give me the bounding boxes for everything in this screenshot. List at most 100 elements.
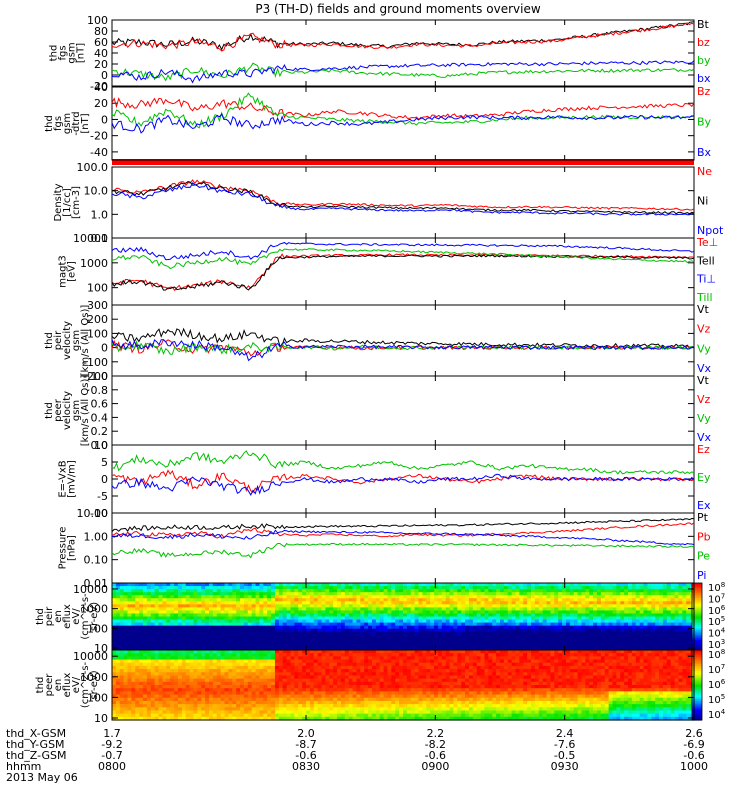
heatmap-cell — [166, 650, 171, 654]
heatmap-cell — [457, 625, 462, 630]
heatmap-cell — [500, 643, 505, 648]
heatmap-cell — [368, 607, 373, 612]
heatmap-cell — [294, 656, 299, 661]
heatmap-cell — [496, 622, 501, 627]
heatmap-cell — [426, 607, 431, 612]
heatmap-cell — [410, 601, 416, 605]
heatmap-cell — [562, 640, 567, 645]
heatmap-cell — [453, 586, 458, 590]
heatmap-cell — [352, 610, 358, 615]
heatmap-cell — [480, 598, 486, 602]
heatmap-cell — [686, 604, 691, 608]
heatmap-cell — [143, 607, 148, 612]
heatmap-cell — [395, 595, 400, 599]
heatmap-cell — [131, 604, 136, 608]
heatmap-cell — [259, 589, 264, 593]
heatmap-cell — [628, 616, 633, 621]
heatmap-cell — [360, 643, 365, 648]
heatmap-cell — [317, 625, 323, 630]
heatmap-cell — [278, 710, 284, 715]
heatmap-cell — [391, 628, 396, 633]
heatmap-cell — [243, 583, 249, 587]
heatmap-cell — [209, 595, 214, 599]
heatmap-cell — [181, 662, 187, 667]
heatmap-cell — [127, 622, 132, 627]
heatmap-cell — [240, 685, 245, 689]
heatmap-cell — [616, 604, 621, 608]
heatmap-cell — [255, 604, 261, 608]
heatmap-cell — [139, 595, 144, 599]
heatmap-cell — [356, 619, 361, 624]
heatmap-cell — [546, 628, 552, 633]
heatmap-cell — [278, 707, 284, 712]
y-tick-label: 200 — [87, 313, 108, 326]
heatmap-cell — [503, 598, 509, 602]
heatmap-cell — [496, 631, 501, 636]
heatmap-cell — [457, 637, 462, 642]
heatmap-cell — [562, 598, 567, 602]
heatmap-cell — [216, 640, 222, 645]
heatmap-cell — [507, 604, 513, 608]
heatmap-cell — [139, 589, 144, 593]
heatmap-cell — [472, 625, 478, 630]
heatmap-cell — [670, 640, 676, 645]
heatmap-cell — [220, 713, 226, 718]
heatmap-cell — [620, 589, 625, 593]
heatmap-cell — [278, 697, 284, 702]
heatmap-cell — [177, 691, 183, 696]
heatmap-cell — [228, 697, 233, 702]
heatmap-cell — [302, 688, 307, 692]
heatmap-cell — [674, 616, 680, 621]
heatmap-cell — [457, 613, 462, 618]
heatmap-cell — [418, 616, 423, 621]
heatmap-cell — [507, 607, 513, 612]
heatmap-cell — [581, 634, 586, 639]
heatmap-cell — [174, 650, 179, 654]
heatmap-cell — [131, 625, 136, 630]
heatmap-cell — [329, 589, 334, 593]
heatmap-cell — [348, 631, 354, 636]
heatmap-cell — [181, 631, 187, 636]
heatmap-cell — [170, 685, 175, 689]
heatmap-cell — [317, 619, 323, 624]
heatmap-cell — [290, 665, 295, 670]
heatmap-cell — [193, 598, 198, 602]
heatmap-cell — [302, 656, 307, 661]
heatmap-cell — [115, 662, 121, 667]
heatmap-cell — [515, 625, 520, 630]
heatmap-cell — [313, 637, 319, 642]
heatmap-cell — [236, 678, 241, 683]
heatmap-cell — [534, 607, 540, 612]
heatmap-cell — [340, 595, 346, 599]
heatmap-cell — [569, 613, 575, 618]
heatmap-cell — [434, 619, 439, 624]
heatmap-cell — [298, 697, 303, 702]
heatmap-cell — [371, 583, 377, 587]
heatmap-cell — [519, 601, 524, 605]
heatmap-cell — [228, 650, 233, 654]
heatmap-cell — [399, 586, 404, 590]
heatmap-cell — [174, 716, 179, 721]
heatmap-cell — [189, 634, 195, 639]
heatmap-cell — [127, 640, 132, 645]
heatmap-cell — [562, 592, 567, 596]
heatmap-cell — [546, 616, 552, 621]
heatmap-cell — [612, 622, 617, 627]
heatmap-cell — [449, 625, 455, 630]
heatmap-cell — [185, 700, 191, 705]
heatmap-cell — [686, 583, 691, 587]
heatmap-cell — [139, 643, 144, 648]
heatmap-cell — [503, 595, 509, 599]
legend-Vx: Vx — [697, 362, 712, 375]
heatmap-cell — [146, 659, 152, 664]
heatmap-cell — [503, 601, 509, 605]
heatmap-cell — [620, 634, 625, 639]
heatmap-cell — [205, 713, 210, 718]
heatmap-cell — [243, 625, 249, 630]
heatmap-cell — [468, 598, 474, 602]
heatmap-cell — [162, 643, 167, 648]
heatmap-cell — [302, 634, 307, 639]
heatmap-cell — [174, 669, 179, 673]
heatmap-cell — [538, 634, 544, 639]
heatmap-cell — [112, 646, 117, 651]
